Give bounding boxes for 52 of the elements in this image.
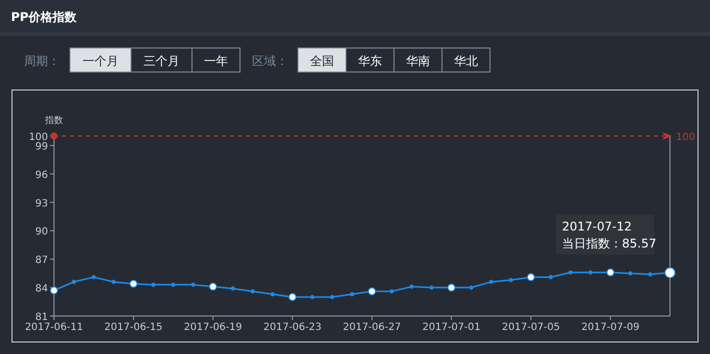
annotation: 2017-07-12 当日指数：85.57: [562, 220, 656, 251]
x-tick-label: 2017-06-23: [263, 322, 322, 333]
toggle-button: 三个月: [130, 48, 192, 72]
x-tick-label: 2017-07-09: [581, 322, 640, 333]
toggle-button: 华东: [346, 48, 394, 72]
point: [489, 280, 494, 284]
y-tick-label: 81: [35, 312, 48, 323]
toggle-button: 一个月: [70, 48, 132, 72]
point: [568, 270, 573, 275]
point: [390, 289, 394, 294]
toggle-button: 全国: [298, 48, 346, 72]
point: [230, 286, 235, 291]
y-axis-title: 指数: [44, 115, 63, 126]
text: 周期：: [24, 54, 60, 68]
y-tick-label: 96: [35, 170, 48, 181]
y-tick-label: 90: [35, 226, 48, 238]
x-tick-label: 2017-06-19: [184, 322, 242, 333]
point: [190, 282, 196, 287]
point: [112, 280, 116, 284]
point: [648, 272, 652, 276]
toggle-button: 华南: [394, 48, 442, 72]
point: [410, 284, 414, 289]
text: 区域：: [252, 54, 288, 68]
point: [548, 275, 553, 280]
toggle-button: 一年: [192, 48, 240, 72]
y-tick-label: 93: [35, 198, 48, 210]
x-tick-label: 2017-07-05: [502, 322, 560, 333]
point: [151, 282, 156, 287]
point: [469, 285, 474, 290]
point: [508, 278, 514, 282]
x-tick-label: 2017-06-15: [104, 322, 163, 333]
point: [429, 285, 434, 290]
toggle-button: 华北: [442, 48, 490, 72]
chart-title: PP价格指数: [11, 10, 78, 24]
point: [628, 271, 632, 276]
point: [310, 294, 314, 300]
y-tick-label: 99: [35, 141, 48, 152]
point: [588, 270, 593, 275]
point: [330, 294, 334, 300]
point: [250, 289, 255, 294]
point: [270, 292, 275, 296]
y-tick-label: 87: [35, 255, 48, 266]
point: [350, 292, 354, 296]
y-tick-label: 100: [28, 132, 48, 143]
point: [92, 275, 96, 280]
x-tick-label: 2017-06-27: [342, 322, 401, 333]
point: [72, 280, 76, 284]
ref-line-label: 100: [676, 132, 696, 143]
point: [171, 282, 176, 287]
x-tick-label: 2017-06-11: [24, 322, 84, 333]
x-tick-label: 2017-07-01: [422, 322, 480, 333]
y-tick-label: 84: [35, 284, 48, 295]
